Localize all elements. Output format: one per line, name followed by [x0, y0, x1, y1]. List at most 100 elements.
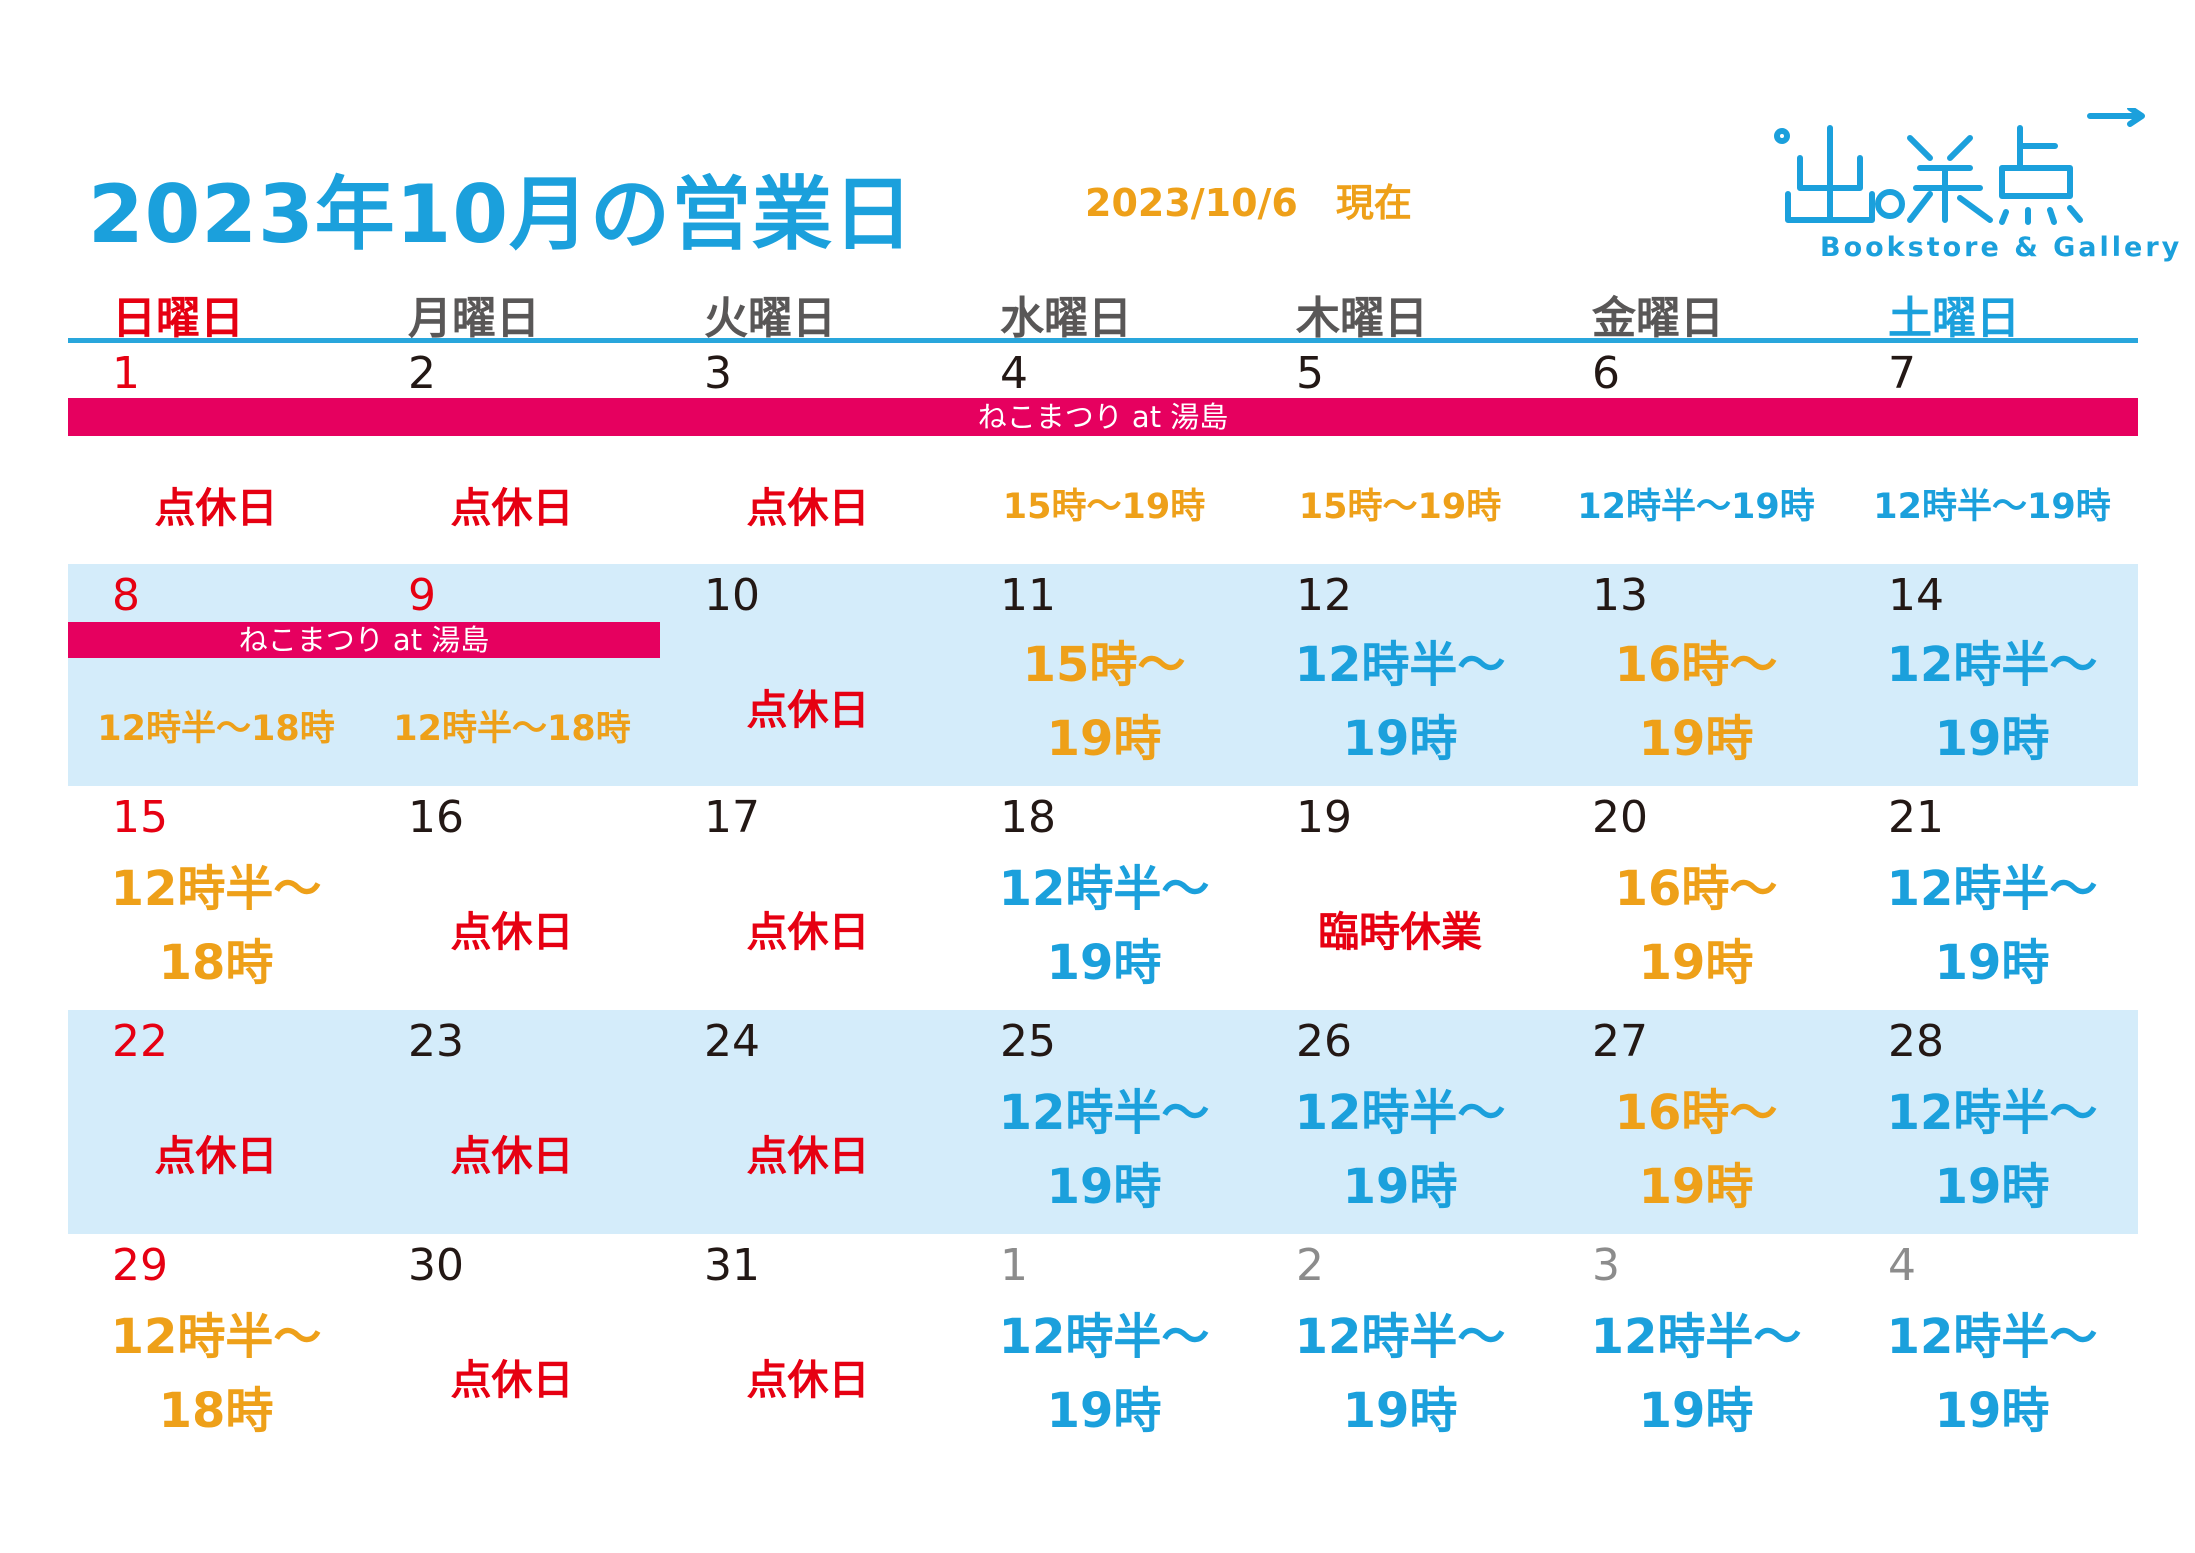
calendar-week-5: 29 12時半～ 18時 30 点休日 31 点休日 1 12時半～ 19時 2…	[68, 1234, 2138, 1458]
day-cell: 2 点休日	[364, 342, 660, 562]
day-status-line1: 12時半～	[998, 861, 1210, 917]
day-status-line2: 19時	[1638, 711, 1754, 767]
weekday-saturday: 土曜日	[1888, 293, 2020, 344]
weekday-tuesday: 火曜日	[704, 293, 836, 344]
day-status-line2: 19時	[1342, 1159, 1458, 1215]
day-cell: 19 臨時休業	[1252, 786, 1548, 1010]
day-status-line1: 12時半～	[1886, 861, 2098, 917]
day-cell: 4 15時～19時	[956, 342, 1252, 562]
day-cell: 31 点休日	[660, 1234, 956, 1458]
day-status: 点休日	[746, 686, 870, 734]
day-cell: 7 12時半～19時	[1844, 342, 2140, 562]
day-status: 12時半～18時	[393, 709, 631, 749]
day-status-line1: 12時半～	[998, 1085, 1210, 1141]
day-cell: 9 12時半～18時	[364, 564, 660, 786]
day-number: 6	[1592, 348, 1620, 399]
day-status: 点休日	[746, 1356, 870, 1404]
day-number: 4	[1888, 1240, 1916, 1291]
day-status-line2: 19時	[1638, 1383, 1754, 1439]
day-status-line1: 12時半～	[1886, 1085, 2098, 1141]
event-banner: ねこまつり at 湯島	[68, 398, 2138, 436]
calendar-week-4: 22 点休日 23 点休日 24 点休日 25 12時半～ 19時 26 12時…	[68, 1010, 2138, 1234]
day-status-line2: 19時	[1046, 1159, 1162, 1215]
day-number: 31	[704, 1240, 760, 1291]
day-cell: 3 12時半～ 19時	[1548, 1234, 1844, 1458]
day-status-line2: 19時	[1046, 711, 1162, 767]
day-status: 点休日	[450, 1356, 574, 1404]
day-cell: 11 15時～ 19時	[956, 564, 1252, 786]
day-status: 15時～19時	[1298, 487, 1502, 527]
day-status-line2: 19時	[1934, 1159, 2050, 1215]
day-cell: 16 点休日	[364, 786, 660, 1010]
day-number: 11	[1000, 570, 1056, 621]
day-number: 30	[408, 1240, 464, 1291]
day-status-line1: 12時半～	[110, 1309, 322, 1365]
day-number: 24	[704, 1016, 760, 1067]
day-cell: 14 12時半～ 19時	[1844, 564, 2140, 786]
day-number: 20	[1592, 792, 1648, 843]
day-status-line2: 19時	[1638, 935, 1754, 991]
day-number: 2	[1296, 1240, 1324, 1291]
day-status-line1: 15時～	[1022, 637, 1186, 693]
day-number: 16	[408, 792, 464, 843]
day-cell: 25 12時半～ 19時	[956, 1010, 1252, 1234]
day-number: 21	[1888, 792, 1944, 843]
day-cell: 17 点休日	[660, 786, 956, 1010]
day-cell: 8 12時半～18時	[68, 564, 364, 786]
day-status-line2: 19時	[1638, 1159, 1754, 1215]
weekday-thursday: 木曜日	[1296, 293, 1428, 344]
day-status-line1: 12時半～	[110, 861, 322, 917]
day-cell: 10 点休日	[660, 564, 956, 786]
day-number: 4	[1000, 348, 1028, 399]
day-cell: 20 16時～ 19時	[1548, 786, 1844, 1010]
day-status-line1: 16時～	[1614, 1085, 1778, 1141]
day-number: 27	[1592, 1016, 1648, 1067]
day-status-line2: 19時	[1934, 935, 2050, 991]
day-number: 14	[1888, 570, 1944, 621]
day-cell: 4 12時半～ 19時	[1844, 1234, 2140, 1458]
day-cell: 5 15時～19時	[1252, 342, 1548, 562]
day-number: 23	[408, 1016, 464, 1067]
store-logo-mark	[1774, 108, 2145, 225]
day-status: 臨時休業	[1318, 908, 1482, 956]
as-of-date: 2023/10/6 現在	[1085, 181, 1412, 225]
day-number: 2	[408, 348, 436, 399]
day-status: 点休日	[746, 484, 870, 532]
store-logo-subtitle: Bookstore & Gallery	[1820, 232, 2183, 263]
day-status: 12時半～19時	[1577, 487, 1815, 527]
day-cell: 23 点休日	[364, 1010, 660, 1234]
day-status-line1: 12時半～	[1294, 1085, 1506, 1141]
day-number: 5	[1296, 348, 1324, 399]
weekday-monday: 月曜日	[408, 293, 540, 344]
day-status-line1: 12時半～	[1590, 1309, 1802, 1365]
day-cell: 15 12時半～ 18時	[68, 786, 364, 1010]
weekday-sunday: 日曜日	[112, 293, 244, 344]
day-status-line2: 18時	[158, 935, 274, 991]
day-number: 9	[408, 570, 436, 621]
event-banner: ねこまつり at 湯島	[68, 622, 660, 658]
day-cell: 27 16時～ 19時	[1548, 1010, 1844, 1234]
day-status: 点休日	[746, 1132, 870, 1180]
day-status: 点休日	[746, 908, 870, 956]
weekday-header: 日曜日 月曜日 火曜日 水曜日 木曜日 金曜日 土曜日	[68, 282, 2138, 344]
day-number: 13	[1592, 570, 1648, 621]
day-cell: 2 12時半～ 19時	[1252, 1234, 1548, 1458]
day-number: 18	[1000, 792, 1056, 843]
day-status: 点休日	[450, 1132, 574, 1180]
day-number: 28	[1888, 1016, 1944, 1067]
day-cell: 24 点休日	[660, 1010, 956, 1234]
day-status-line2: 19時	[1934, 1383, 2050, 1439]
day-cell: 13 16時～ 19時	[1548, 564, 1844, 786]
day-cell: 28 12時半～ 19時	[1844, 1010, 2140, 1234]
day-status-line1: 12時半～	[1886, 1309, 2098, 1365]
day-number: 1	[1000, 1240, 1028, 1291]
day-number: 7	[1888, 348, 1916, 399]
day-status: 15時～19時	[1002, 487, 1206, 527]
day-cell: 6 12時半～19時	[1548, 342, 1844, 562]
day-status: 点休日	[450, 908, 574, 956]
calendar-week-2: ねこまつり at 湯島 8 12時半～18時 9 12時半～18時 10 点休日…	[68, 564, 2138, 786]
day-status: 点休日	[154, 484, 278, 532]
day-cell: 22 点休日	[68, 1010, 364, 1234]
day-status-line1: 16時～	[1614, 637, 1778, 693]
day-status-line1: 12時半～	[1294, 637, 1506, 693]
